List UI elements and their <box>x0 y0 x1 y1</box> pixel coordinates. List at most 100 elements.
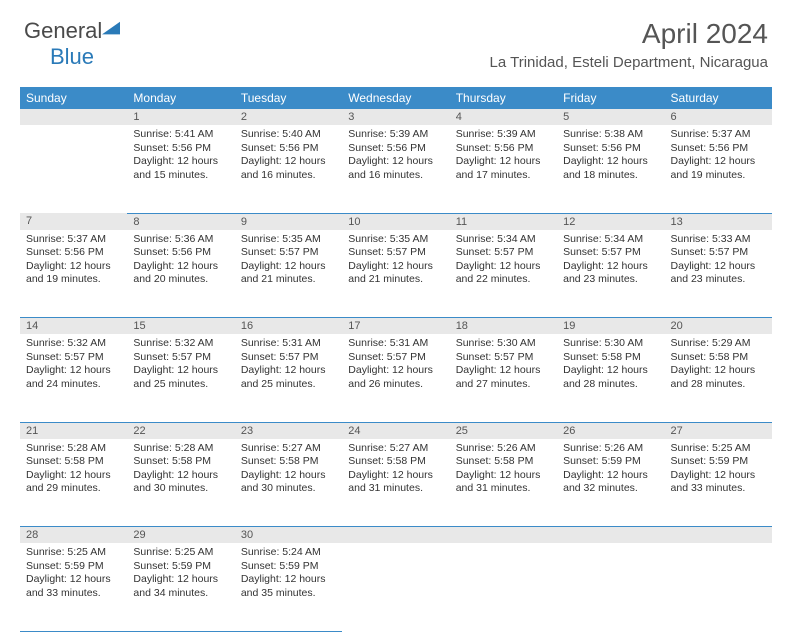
day-cell: Sunrise: 5:31 AMSunset: 5:57 PMDaylight:… <box>235 334 342 422</box>
day-number: 22 <box>127 422 234 439</box>
day-info: Sunrise: 5:33 AMSunset: 5:57 PMDaylight:… <box>665 230 772 294</box>
day-number: 6 <box>665 109 772 125</box>
day-number: 11 <box>450 213 557 230</box>
day-number: 14 <box>20 318 127 335</box>
day-info: Sunrise: 5:37 AMSunset: 5:56 PMDaylight:… <box>20 230 127 294</box>
day-info-row: Sunrise: 5:37 AMSunset: 5:56 PMDaylight:… <box>20 230 772 318</box>
day-cell: Sunrise: 5:26 AMSunset: 5:58 PMDaylight:… <box>450 439 557 527</box>
day-info: Sunrise: 5:25 AMSunset: 5:59 PMDaylight:… <box>20 543 127 607</box>
day-number: 19 <box>557 318 664 335</box>
day-cell: Sunrise: 5:28 AMSunset: 5:58 PMDaylight:… <box>127 439 234 527</box>
day-number <box>557 527 664 544</box>
day-cell: Sunrise: 5:28 AMSunset: 5:58 PMDaylight:… <box>20 439 127 527</box>
day-number: 13 <box>665 213 772 230</box>
day-cell: Sunrise: 5:25 AMSunset: 5:59 PMDaylight:… <box>127 543 234 631</box>
day-info: Sunrise: 5:37 AMSunset: 5:56 PMDaylight:… <box>665 125 772 189</box>
day-number: 10 <box>342 213 449 230</box>
day-number-row: 21222324252627 <box>20 422 772 439</box>
day-cell: Sunrise: 5:37 AMSunset: 5:56 PMDaylight:… <box>665 125 772 213</box>
day-number: 17 <box>342 318 449 335</box>
day-header: Thursday <box>450 87 557 109</box>
day-info: Sunrise: 5:26 AMSunset: 5:58 PMDaylight:… <box>450 439 557 503</box>
day-number: 25 <box>450 422 557 439</box>
day-cell: Sunrise: 5:39 AMSunset: 5:56 PMDaylight:… <box>342 125 449 213</box>
logo-word2: Blue <box>50 44 94 69</box>
day-number-row: 282930 <box>20 527 772 544</box>
calendar-table: SundayMondayTuesdayWednesdayThursdayFrid… <box>20 87 772 632</box>
day-number: 28 <box>20 527 127 544</box>
logo-triangle-icon <box>102 20 120 38</box>
day-info: Sunrise: 5:25 AMSunset: 5:59 PMDaylight:… <box>127 543 234 607</box>
day-number: 9 <box>235 213 342 230</box>
day-cell: Sunrise: 5:37 AMSunset: 5:56 PMDaylight:… <box>20 230 127 318</box>
day-number: 3 <box>342 109 449 125</box>
day-cell: Sunrise: 5:36 AMSunset: 5:56 PMDaylight:… <box>127 230 234 318</box>
day-cell: Sunrise: 5:26 AMSunset: 5:59 PMDaylight:… <box>557 439 664 527</box>
day-number: 20 <box>665 318 772 335</box>
day-number: 2 <box>235 109 342 125</box>
logo-word1: General <box>24 18 102 43</box>
day-number: 18 <box>450 318 557 335</box>
day-header: Sunday <box>20 87 127 109</box>
day-number: 24 <box>342 422 449 439</box>
day-info: Sunrise: 5:31 AMSunset: 5:57 PMDaylight:… <box>342 334 449 398</box>
day-cell <box>665 543 772 631</box>
day-info: Sunrise: 5:31 AMSunset: 5:57 PMDaylight:… <box>235 334 342 398</box>
day-number: 21 <box>20 422 127 439</box>
day-cell: Sunrise: 5:29 AMSunset: 5:58 PMDaylight:… <box>665 334 772 422</box>
day-cell: Sunrise: 5:34 AMSunset: 5:57 PMDaylight:… <box>450 230 557 318</box>
logo: General Blue <box>24 18 120 70</box>
day-header: Tuesday <box>235 87 342 109</box>
day-number: 5 <box>557 109 664 125</box>
day-cell: Sunrise: 5:40 AMSunset: 5:56 PMDaylight:… <box>235 125 342 213</box>
day-number-row: 78910111213 <box>20 213 772 230</box>
day-cell: Sunrise: 5:32 AMSunset: 5:57 PMDaylight:… <box>20 334 127 422</box>
day-info: Sunrise: 5:35 AMSunset: 5:57 PMDaylight:… <box>342 230 449 294</box>
day-number: 23 <box>235 422 342 439</box>
day-info: Sunrise: 5:40 AMSunset: 5:56 PMDaylight:… <box>235 125 342 189</box>
day-header: Friday <box>557 87 664 109</box>
day-number: 12 <box>557 213 664 230</box>
month-title: April 2024 <box>490 18 768 50</box>
day-cell: Sunrise: 5:41 AMSunset: 5:56 PMDaylight:… <box>127 125 234 213</box>
day-info: Sunrise: 5:28 AMSunset: 5:58 PMDaylight:… <box>127 439 234 503</box>
day-number: 16 <box>235 318 342 335</box>
day-number: 27 <box>665 422 772 439</box>
day-cell: Sunrise: 5:27 AMSunset: 5:58 PMDaylight:… <box>342 439 449 527</box>
day-number-row: 14151617181920 <box>20 318 772 335</box>
day-info: Sunrise: 5:28 AMSunset: 5:58 PMDaylight:… <box>20 439 127 503</box>
day-cell: Sunrise: 5:30 AMSunset: 5:58 PMDaylight:… <box>557 334 664 422</box>
day-cell: Sunrise: 5:32 AMSunset: 5:57 PMDaylight:… <box>127 334 234 422</box>
day-number: 4 <box>450 109 557 125</box>
day-header: Monday <box>127 87 234 109</box>
day-number: 26 <box>557 422 664 439</box>
day-number <box>20 109 127 125</box>
day-cell: Sunrise: 5:31 AMSunset: 5:57 PMDaylight:… <box>342 334 449 422</box>
day-number: 29 <box>127 527 234 544</box>
day-info: Sunrise: 5:39 AMSunset: 5:56 PMDaylight:… <box>342 125 449 189</box>
day-cell: Sunrise: 5:39 AMSunset: 5:56 PMDaylight:… <box>450 125 557 213</box>
day-cell: Sunrise: 5:27 AMSunset: 5:58 PMDaylight:… <box>235 439 342 527</box>
day-cell <box>20 125 127 213</box>
day-cell: Sunrise: 5:30 AMSunset: 5:57 PMDaylight:… <box>450 334 557 422</box>
day-info: Sunrise: 5:27 AMSunset: 5:58 PMDaylight:… <box>342 439 449 503</box>
day-header-row: SundayMondayTuesdayWednesdayThursdayFrid… <box>20 87 772 109</box>
day-number: 1 <box>127 109 234 125</box>
day-number: 8 <box>127 213 234 230</box>
header: General Blue April 2024 La Trinidad, Est… <box>0 0 792 79</box>
day-info: Sunrise: 5:39 AMSunset: 5:56 PMDaylight:… <box>450 125 557 189</box>
day-info: Sunrise: 5:41 AMSunset: 5:56 PMDaylight:… <box>127 125 234 189</box>
day-number <box>450 527 557 544</box>
calendar-body: 123456Sunrise: 5:41 AMSunset: 5:56 PMDay… <box>20 109 772 631</box>
day-number: 30 <box>235 527 342 544</box>
day-info: Sunrise: 5:35 AMSunset: 5:57 PMDaylight:… <box>235 230 342 294</box>
day-info: Sunrise: 5:24 AMSunset: 5:59 PMDaylight:… <box>235 543 342 607</box>
day-info-row: Sunrise: 5:32 AMSunset: 5:57 PMDaylight:… <box>20 334 772 422</box>
day-info: Sunrise: 5:38 AMSunset: 5:56 PMDaylight:… <box>557 125 664 189</box>
day-info-row: Sunrise: 5:25 AMSunset: 5:59 PMDaylight:… <box>20 543 772 631</box>
day-info: Sunrise: 5:32 AMSunset: 5:57 PMDaylight:… <box>20 334 127 398</box>
day-cell <box>450 543 557 631</box>
day-cell <box>342 543 449 631</box>
day-info: Sunrise: 5:29 AMSunset: 5:58 PMDaylight:… <box>665 334 772 398</box>
day-header: Saturday <box>665 87 772 109</box>
